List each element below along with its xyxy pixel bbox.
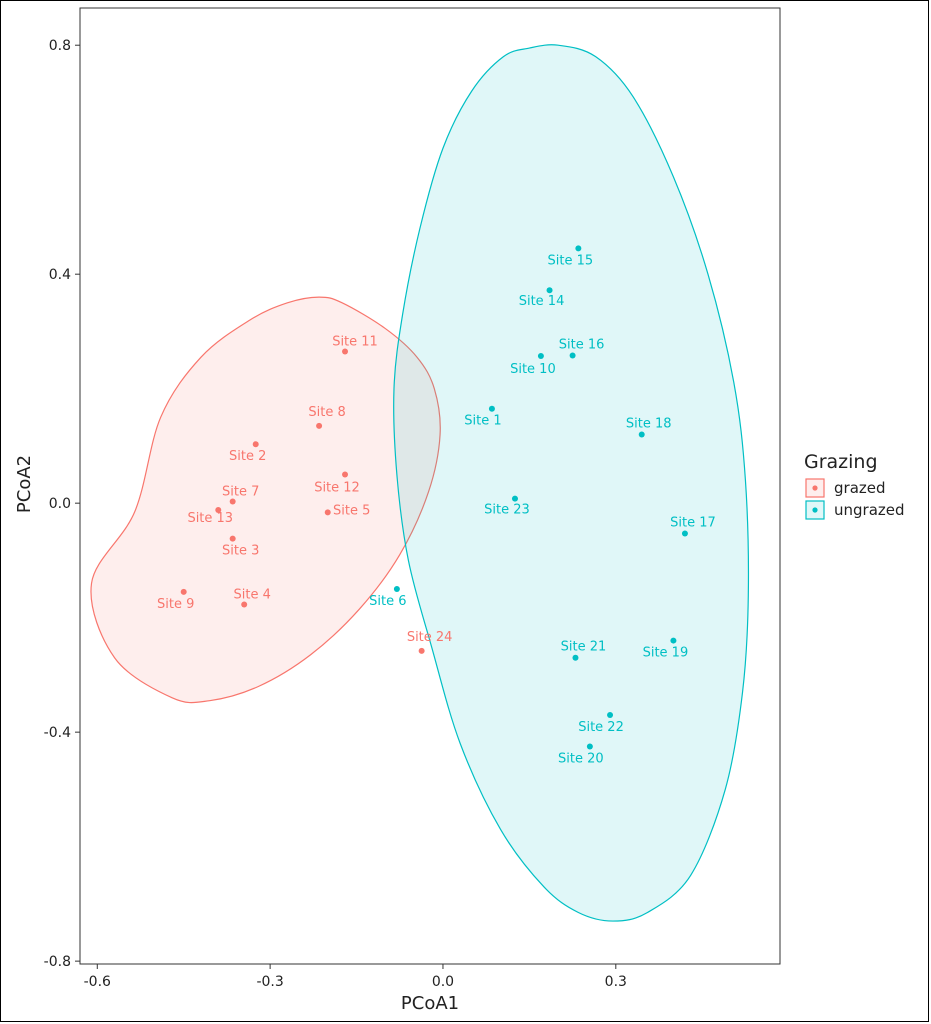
legend-key-point bbox=[812, 485, 818, 491]
point-label: Site 18 bbox=[626, 416, 672, 431]
ellipse-grazed bbox=[90, 296, 441, 704]
x-tick-label: 0.3 bbox=[605, 974, 627, 990]
point-label: Site 12 bbox=[314, 481, 360, 496]
y-tick-label: 0.0 bbox=[49, 496, 71, 512]
x-axis-title: PCoA1 bbox=[401, 993, 459, 1014]
point-label: Site 17 bbox=[670, 516, 716, 531]
point-label: Site 21 bbox=[561, 640, 607, 655]
point-label: Site 7 bbox=[222, 484, 259, 499]
legend-title: Grazing bbox=[804, 451, 878, 473]
point-label: Site 6 bbox=[369, 594, 406, 609]
point-labels-layer: Site 11 Site 8 Site 2 Site 12 Site 7 Site 13 S… bbox=[157, 253, 716, 766]
point-label: Site 22 bbox=[578, 720, 624, 735]
point-label: Site 14 bbox=[519, 294, 565, 309]
ellipse-layer bbox=[90, 44, 750, 922]
point-label: Site 20 bbox=[558, 751, 604, 766]
data-point bbox=[569, 352, 576, 359]
point-label: Site 3 bbox=[222, 544, 259, 559]
point-label: Site 4 bbox=[234, 587, 271, 602]
ellipse-ungrazed bbox=[393, 44, 750, 922]
data-point bbox=[180, 588, 187, 595]
point-label: Site 2 bbox=[229, 449, 266, 464]
point-label: Site 23 bbox=[484, 503, 530, 518]
point-label: Site 15 bbox=[548, 253, 594, 268]
data-point bbox=[342, 348, 349, 355]
point-label: Site 10 bbox=[510, 362, 556, 377]
point-label: Site 24 bbox=[407, 630, 453, 645]
y-axis-title: PCoA2 bbox=[14, 455, 35, 513]
x-tick-label: 0.0 bbox=[432, 974, 454, 990]
y-tick-label: 0.4 bbox=[49, 267, 71, 283]
point-label: Site 11 bbox=[332, 334, 378, 349]
data-point bbox=[393, 586, 400, 593]
point-label: Site 9 bbox=[157, 597, 194, 612]
point-label: Site 8 bbox=[308, 405, 345, 420]
data-point bbox=[537, 353, 544, 360]
data-point bbox=[670, 637, 677, 644]
y-tick-label: -0.4 bbox=[44, 725, 71, 741]
point-label: Site 5 bbox=[333, 503, 370, 518]
data-point bbox=[252, 441, 259, 448]
data-point bbox=[546, 287, 553, 294]
y-tick-label: -0.8 bbox=[44, 954, 71, 970]
legend-label-grazed: grazed bbox=[834, 479, 886, 497]
data-point bbox=[511, 495, 518, 502]
data-point bbox=[316, 422, 323, 429]
legend: Grazing grazed ungrazed bbox=[804, 451, 905, 520]
x-tick-label: -0.6 bbox=[84, 974, 111, 990]
data-point bbox=[229, 498, 236, 505]
data-point bbox=[575, 245, 582, 252]
data-point bbox=[215, 507, 222, 514]
point-label: Site 16 bbox=[559, 337, 605, 352]
point-label: Site 19 bbox=[643, 646, 689, 661]
point-label: Site 13 bbox=[187, 511, 233, 526]
data-point bbox=[229, 535, 236, 542]
data-point bbox=[681, 530, 688, 537]
data-point bbox=[586, 743, 593, 750]
data-point bbox=[638, 431, 645, 438]
data-point bbox=[418, 647, 425, 654]
legend-key-point bbox=[812, 507, 818, 513]
y-tick-label: 0.8 bbox=[49, 38, 71, 54]
data-point bbox=[488, 405, 495, 412]
data-point bbox=[241, 601, 248, 608]
point-label: Site 1 bbox=[464, 414, 501, 429]
data-point bbox=[342, 471, 349, 478]
data-point bbox=[607, 711, 614, 718]
x-tick-label: -0.3 bbox=[256, 974, 283, 990]
axes-layer: PCoA1 PCoA2 -0.6 -0.3 0.0 0.3 0.8 0.4 0.0 -0.4 -… bbox=[14, 38, 627, 1014]
points-layer bbox=[180, 245, 688, 750]
legend-label-ungrazed: ungrazed bbox=[834, 501, 905, 519]
data-point bbox=[324, 509, 331, 516]
data-point bbox=[572, 654, 579, 661]
